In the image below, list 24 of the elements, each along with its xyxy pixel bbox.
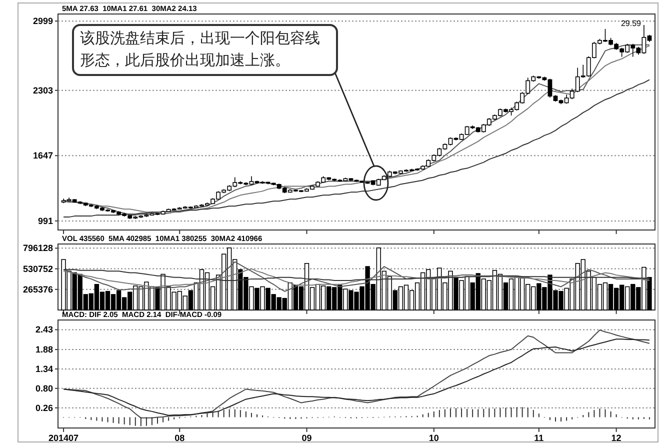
y-tick-label: 796128 bbox=[22, 243, 53, 254]
line-series bbox=[63, 79, 650, 218]
y-tick-label: 2303 bbox=[32, 85, 53, 96]
y-tick-label: 2.43 bbox=[35, 324, 53, 335]
x-tick-label: 08 bbox=[174, 433, 185, 443]
x-tick-label: 11 bbox=[534, 433, 544, 443]
y-tick-label: 0.80 bbox=[35, 383, 53, 394]
y-tick-label: 2999 bbox=[32, 16, 53, 26]
y-tick-label: 1.34 bbox=[35, 364, 53, 374]
annotation: 该股洗盘结束后，出现一个阳包容线形态，此后股价出现加速上涨。 bbox=[72, 24, 338, 76]
line-series bbox=[63, 261, 650, 292]
x-tick-label: 10 bbox=[428, 433, 439, 443]
x-tick-label: 12 bbox=[611, 433, 622, 443]
y-tick-label: 265376 bbox=[22, 284, 53, 294]
line-series bbox=[63, 268, 650, 288]
line-series bbox=[63, 269, 650, 281]
y-tick-label: 0.26 bbox=[35, 402, 53, 413]
annotation: 29.59 bbox=[620, 19, 642, 28]
x-tick-label: 201407 bbox=[48, 433, 79, 443]
x-tick-label: 09 bbox=[302, 433, 312, 443]
y-tick-label: 991 bbox=[38, 216, 53, 226]
y-tick-label: 1.88 bbox=[35, 344, 53, 355]
y-tick-label: 530752 bbox=[22, 264, 53, 274]
y-tick-label: 1647 bbox=[32, 150, 53, 161]
